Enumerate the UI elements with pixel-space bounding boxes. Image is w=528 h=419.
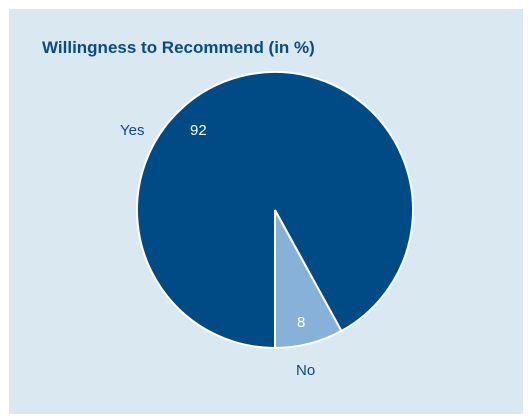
chart-title: Willingness to Recommend (in %) [42, 38, 315, 57]
value-label-no: 8 [297, 314, 305, 331]
pie-slice-yes [136, 71, 414, 350]
value-label-yes: 92 [190, 122, 207, 139]
category-label-yes: Yes [120, 122, 144, 139]
category-label-no: No [296, 362, 315, 379]
